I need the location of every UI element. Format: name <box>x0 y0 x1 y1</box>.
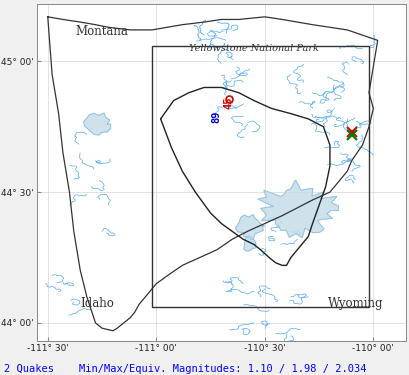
Bar <box>152 46 368 307</box>
Text: 89: 89 <box>211 110 220 123</box>
Text: Montana: Montana <box>75 25 128 38</box>
Polygon shape <box>257 180 338 238</box>
Text: 45: 45 <box>223 97 234 109</box>
Text: Wyoming: Wyoming <box>328 297 383 310</box>
Polygon shape <box>243 238 256 251</box>
Text: Idaho: Idaho <box>81 297 115 310</box>
Text: Yellowstone National Park: Yellowstone National Park <box>189 44 318 53</box>
Text: 2 Quakes    Min/Max/Equiv. Magnitudes: 1.10 / 1.98 / 2.034: 2 Quakes Min/Max/Equiv. Magnitudes: 1.10… <box>4 364 366 374</box>
Polygon shape <box>235 214 263 239</box>
Polygon shape <box>83 113 110 135</box>
